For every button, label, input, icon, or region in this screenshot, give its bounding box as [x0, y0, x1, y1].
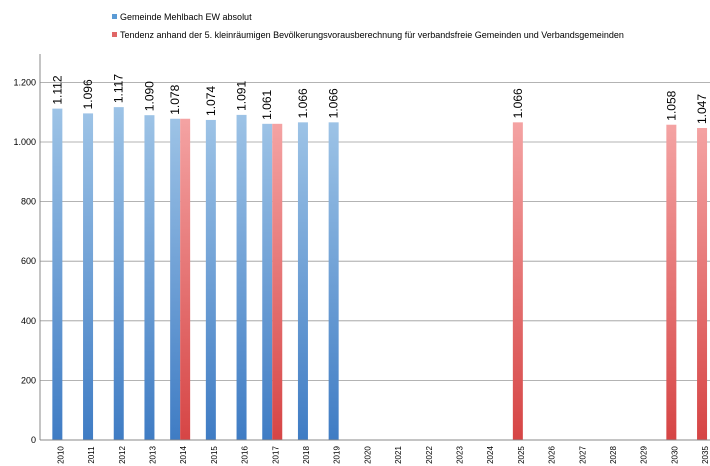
- data-label-ew-2011: 1.096: [81, 79, 95, 109]
- y-tick-label: 1.200: [13, 77, 36, 87]
- y-tick-label: 0: [31, 435, 36, 445]
- data-label-ew-2013: 1.090: [142, 81, 156, 111]
- legend-swatch-blue: [112, 14, 117, 19]
- data-label-ew-2010: 1.112: [50, 75, 64, 104]
- y-tick-label: 200: [21, 375, 36, 385]
- y-axis-ticks: 0 200 400 600 800 1.000 1.200: [13, 77, 36, 445]
- x-tick-label: 2024: [486, 446, 495, 464]
- bar-tendenz-2035: [697, 127, 708, 440]
- data-label-ew-2016: 1.091: [235, 81, 249, 111]
- bar-ew-2011: [83, 113, 94, 440]
- x-tick-label: 2012: [118, 446, 127, 464]
- x-tick-label: 2025: [517, 446, 526, 464]
- x-tick-label: 2026: [548, 446, 557, 464]
- data-label-tendenz-2025: 1.066: [511, 88, 525, 118]
- x-axis-ticks: 2010 2011 2012 2013 2014 2015 2016 2017 2018 2019…: [56, 446, 710, 464]
- x-tick-label: 2017: [271, 446, 280, 464]
- x-tick-label: 2011: [87, 446, 96, 464]
- bar-ew-2013: [144, 115, 155, 441]
- bar-ew-2017: [262, 123, 273, 441]
- bar-tendenz-2025: [512, 122, 523, 440]
- x-tick-label: 2018: [302, 446, 311, 464]
- data-labels: 1.112 1.096 1.117 1.090 1.078 1.074 1.091 1.061…: [50, 74, 709, 124]
- data-label-ew-2017: 1.061: [260, 89, 274, 119]
- data-label-ew-2015: 1.074: [204, 86, 218, 116]
- bar-ew-2010: [52, 108, 63, 441]
- x-tick-label: 2020: [363, 446, 372, 464]
- x-tick-label: 2022: [425, 446, 434, 464]
- x-tick-label: 2014: [179, 446, 188, 464]
- x-tick-label: 2027: [578, 446, 587, 464]
- bar-tendenz-2030: [666, 124, 677, 440]
- y-tick-label: 1.000: [13, 137, 36, 147]
- data-label-ew-2012: 1.117: [112, 74, 126, 103]
- y-tick-label: 600: [21, 256, 36, 266]
- bar-ew-2012: [113, 107, 124, 440]
- x-tick-label: 2019: [333, 446, 342, 464]
- x-tick-label: 2028: [609, 446, 618, 464]
- bars: [52, 107, 708, 441]
- bar-tendenz-2014: [180, 118, 191, 441]
- x-tick-label: 2010: [56, 446, 65, 464]
- x-tick-label: 2013: [148, 446, 157, 464]
- bar-ew-2014: [170, 118, 181, 441]
- x-tick-label: 2016: [241, 446, 250, 464]
- y-tick-label: 800: [21, 197, 36, 207]
- data-label-ew-2018: 1.066: [296, 88, 310, 118]
- legend-label-blue: Gemeinde Mehlbach EW absolut: [120, 12, 252, 22]
- legend-label-red: Tendenz anhand der 5. kleinräumigen Bevö…: [120, 30, 624, 40]
- y-tick-label: 400: [21, 316, 36, 326]
- data-label-ew-2019: 1.066: [327, 88, 341, 118]
- x-tick-label: 2023: [455, 446, 464, 464]
- x-tick-label: 2035: [701, 446, 710, 464]
- data-label-tendenz-2035: 1.047: [695, 94, 709, 124]
- bar-tendenz-2017: [272, 123, 283, 441]
- data-label-ew-2014: 1.078: [168, 84, 182, 114]
- data-label-tendenz-2030: 1.058: [664, 90, 678, 120]
- x-tick-label: 2021: [394, 446, 403, 464]
- gridlines: [40, 82, 710, 381]
- bar-ew-2016: [236, 114, 247, 440]
- x-tick-label: 2030: [670, 446, 679, 464]
- x-tick-label: 2029: [640, 446, 649, 464]
- bar-ew-2018: [297, 122, 308, 440]
- bar-ew-2015: [205, 119, 216, 440]
- legend-swatch-red: [112, 32, 117, 37]
- x-tick-label: 2015: [210, 446, 219, 464]
- bar-ew-2019: [328, 122, 339, 440]
- legend: Gemeinde Mehlbach EW absolut Tendenz anh…: [112, 12, 624, 40]
